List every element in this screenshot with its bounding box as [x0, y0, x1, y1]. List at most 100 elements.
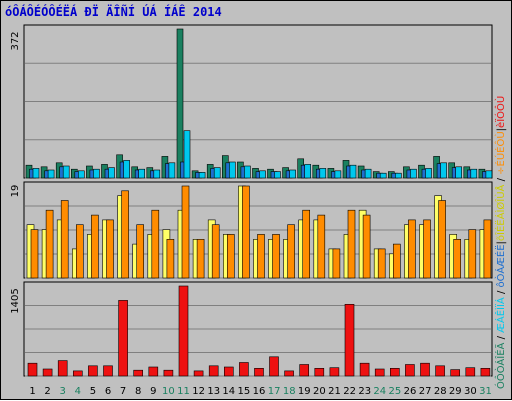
x-tick-label: 30: [464, 386, 477, 397]
bar-top-3-day-2: [47, 169, 55, 179]
x-tick-label: 10: [162, 386, 175, 397]
bar-middle-2-day-23: [362, 214, 371, 279]
bar-middle-2-day-24: [377, 248, 386, 279]
bar-top-3-day-3: [62, 165, 70, 179]
x-tick-label: 25: [389, 386, 402, 397]
x-tick-label: 4: [75, 386, 81, 397]
x-tick-label: 26: [404, 386, 417, 397]
bar-bottom-day-20: [314, 367, 325, 377]
legend-entry: ÆÁÊÌÏÁ: [494, 297, 507, 333]
bar-bottom-day-3: [57, 360, 68, 377]
legend-entry: õÎÉËÁÌØÎÙÅ: [494, 184, 507, 241]
bar-top-3-day-12: [198, 172, 206, 179]
bar-top-3-day-17: [274, 171, 281, 179]
x-tick-label: 15: [238, 386, 251, 397]
x-tick-label: 19: [298, 386, 311, 397]
legend-right: ÓÔÒÁÎÉÃ / ÆÁÊÌÏÁ / ôÒÁÆÉË|õÎÉËÁÌØÎÙÅ / ÷…: [494, 96, 507, 389]
x-tick-label: 23: [358, 386, 371, 397]
legend-entry: èÏÓÔÙ: [494, 96, 507, 128]
bar-top-3-day-23: [364, 168, 372, 179]
bar-middle-2-day-29: [453, 239, 462, 279]
x-tick-label: 24: [373, 386, 386, 397]
bar-bottom-day-30: [465, 367, 476, 377]
bar-bottom-day-17: [269, 356, 279, 377]
chart-title: óÔÁÔÉÓÔÉËÁ ÐÏ ÄÎÑÍ ÚÁ ÍÁÊ 2014: [5, 5, 222, 19]
bar-middle-2-day-12: [196, 239, 205, 279]
bar-top-3-day-27: [425, 168, 432, 179]
bar-middle-2-day-21: [332, 248, 341, 279]
legend-entry: |: [496, 128, 507, 131]
legend-entry: /: [496, 175, 507, 185]
bar-bottom-day-29: [450, 369, 461, 377]
bar-top-3-day-25: [394, 172, 402, 179]
x-tick-label: 2: [44, 386, 50, 397]
bar-bottom-day-2: [42, 368, 53, 377]
bar-middle-2-day-8: [136, 224, 144, 279]
bar-bottom-day-15: [239, 362, 249, 377]
bar-bottom-day-13: [208, 365, 219, 377]
bar-middle-2-day-11: [181, 185, 190, 279]
bar-top-3-day-21: [334, 170, 342, 179]
bar-bottom-day-16: [254, 367, 264, 377]
bar-bottom-day-23: [359, 362, 370, 377]
x-tick-label: 16: [253, 386, 266, 397]
bar-bottom-day-18: [284, 370, 294, 377]
bar-middle-2-day-5: [91, 214, 99, 279]
bar-top-3-day-30: [470, 168, 478, 179]
bar-bottom-day-11: [178, 285, 189, 377]
bar-middle-2-day-14: [227, 234, 235, 279]
bar-top-3-day-24: [379, 172, 387, 179]
legend-entry: |: [496, 241, 507, 244]
bar-bottom-day-21: [329, 367, 340, 377]
bar-bottom-day-31: [480, 367, 491, 377]
x-tick-label: 6: [105, 386, 111, 397]
bar-middle-2-day-22: [347, 209, 356, 279]
x-tick-label: 9: [150, 386, 156, 397]
bar-top-3-day-28: [440, 162, 447, 179]
bar-bottom-day-5: [88, 365, 98, 377]
bar-bottom-day-10: [163, 369, 174, 377]
bar-top-3-day-5: [93, 168, 100, 179]
legend-entry: ÓÔÒÁÎÉÃ: [494, 342, 507, 389]
x-tick-label: 5: [90, 386, 96, 397]
bar-bottom-day-25: [389, 367, 400, 377]
bar-bottom-day-24: [374, 368, 385, 377]
x-tick-label: 28: [434, 386, 447, 397]
bar-middle-2-day-9: [151, 209, 160, 279]
bar-top-3-day-7: [123, 160, 130, 179]
bar-top-3-day-13: [213, 167, 221, 179]
bar-middle-2-day-25: [392, 243, 401, 279]
bar-middle-2-day-17: [272, 234, 280, 279]
bar-top-3-day-15: [244, 165, 251, 179]
bar-middle-2-day-16: [257, 234, 265, 279]
x-tick-label: 12: [192, 386, 205, 397]
bar-top-3-day-1: [32, 168, 40, 179]
bar-middle-2-day-28: [438, 200, 446, 279]
bar-top-3-day-31: [485, 170, 493, 179]
bar-middle-2-day-30: [468, 229, 477, 279]
bar-middle-2-day-1: [30, 229, 39, 279]
bar-middle-2-day-19: [302, 209, 311, 279]
bar-bottom-day-6: [103, 365, 113, 377]
bar-bottom-day-7: [118, 300, 128, 377]
bar-top-3-day-20: [319, 168, 327, 179]
bar-middle-2-day-2: [45, 209, 54, 279]
bar-middle-2-day-18: [287, 224, 295, 279]
x-tick-label: 27: [419, 386, 432, 397]
max-label-bottom: 1405: [10, 288, 21, 313]
max-label-top: 372: [10, 31, 21, 50]
bar-bottom-day-27: [420, 362, 430, 377]
bar-bottom-day-28: [435, 365, 445, 377]
x-tick-label: 22: [343, 386, 356, 397]
x-tick-label: 29: [449, 386, 462, 397]
bar-top-3-day-11: [183, 130, 191, 179]
x-tick-label: 21: [328, 386, 341, 397]
bar-top-3-day-6: [108, 167, 115, 179]
bar-top-3-day-19: [304, 164, 312, 179]
bar-middle-2-day-10: [166, 239, 175, 279]
bar-top-3-day-10: [168, 162, 176, 179]
x-tick-label: 11: [177, 386, 190, 397]
x-tick-label: 31: [479, 386, 492, 397]
